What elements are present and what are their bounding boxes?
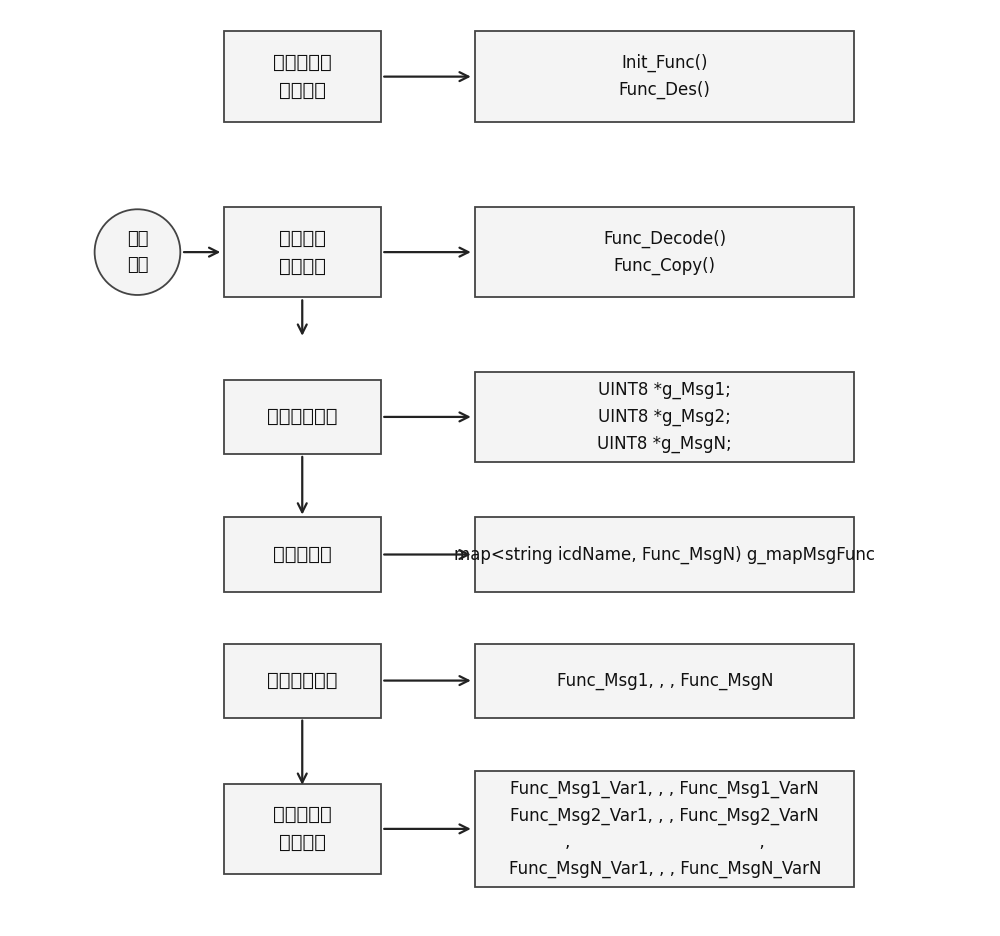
Text: map<string icdName, Func_MsgN) g_mapMsgFunc: map<string icdName, Func_MsgN) g_mapMsgF… xyxy=(454,546,875,563)
FancyBboxPatch shape xyxy=(224,31,381,122)
Text: Func_Decode()
Func_Copy(): Func_Decode() Func_Copy() xyxy=(603,229,726,274)
Circle shape xyxy=(95,210,180,295)
FancyBboxPatch shape xyxy=(224,783,381,874)
FancyBboxPatch shape xyxy=(475,771,854,886)
Text: 消息转换函数: 消息转换函数 xyxy=(267,671,338,690)
FancyBboxPatch shape xyxy=(224,644,381,718)
FancyBboxPatch shape xyxy=(475,644,854,718)
FancyBboxPatch shape xyxy=(224,207,381,298)
FancyBboxPatch shape xyxy=(475,518,854,592)
FancyBboxPatch shape xyxy=(224,518,381,592)
Text: Func_Msg1, , , Func_MsgN: Func_Msg1, , , Func_MsgN xyxy=(557,671,773,690)
Text: 原始
数据: 原始 数据 xyxy=(127,230,148,274)
Text: 初始化函数
析构函数: 初始化函数 析构函数 xyxy=(273,53,332,100)
Text: Init_Func()
Func_Des(): Init_Func() Func_Des() xyxy=(619,54,711,99)
Text: 函数映射表: 函数映射表 xyxy=(273,545,332,564)
Text: 解码组件
拷贝函数: 解码组件 拷贝函数 xyxy=(279,228,326,275)
Text: UINT8 *g_Msg1;
UINT8 *g_Msg2;
UINT8 *g_MsgN;: UINT8 *g_Msg1; UINT8 *g_Msg2; UINT8 *g_M… xyxy=(597,381,732,453)
Text: Func_Msg1_Var1, , , Func_Msg1_VarN
Func_Msg2_Var1, , , Func_Msg2_VarN
,         : Func_Msg1_Var1, , , Func_Msg1_VarN Func_… xyxy=(509,780,821,878)
FancyBboxPatch shape xyxy=(475,372,854,462)
FancyBboxPatch shape xyxy=(475,207,854,298)
Text: 全局消息变量: 全局消息变量 xyxy=(267,407,338,427)
FancyBboxPatch shape xyxy=(475,31,854,122)
FancyBboxPatch shape xyxy=(224,380,381,454)
Text: 消息内元素
转换函数: 消息内元素 转换函数 xyxy=(273,805,332,853)
